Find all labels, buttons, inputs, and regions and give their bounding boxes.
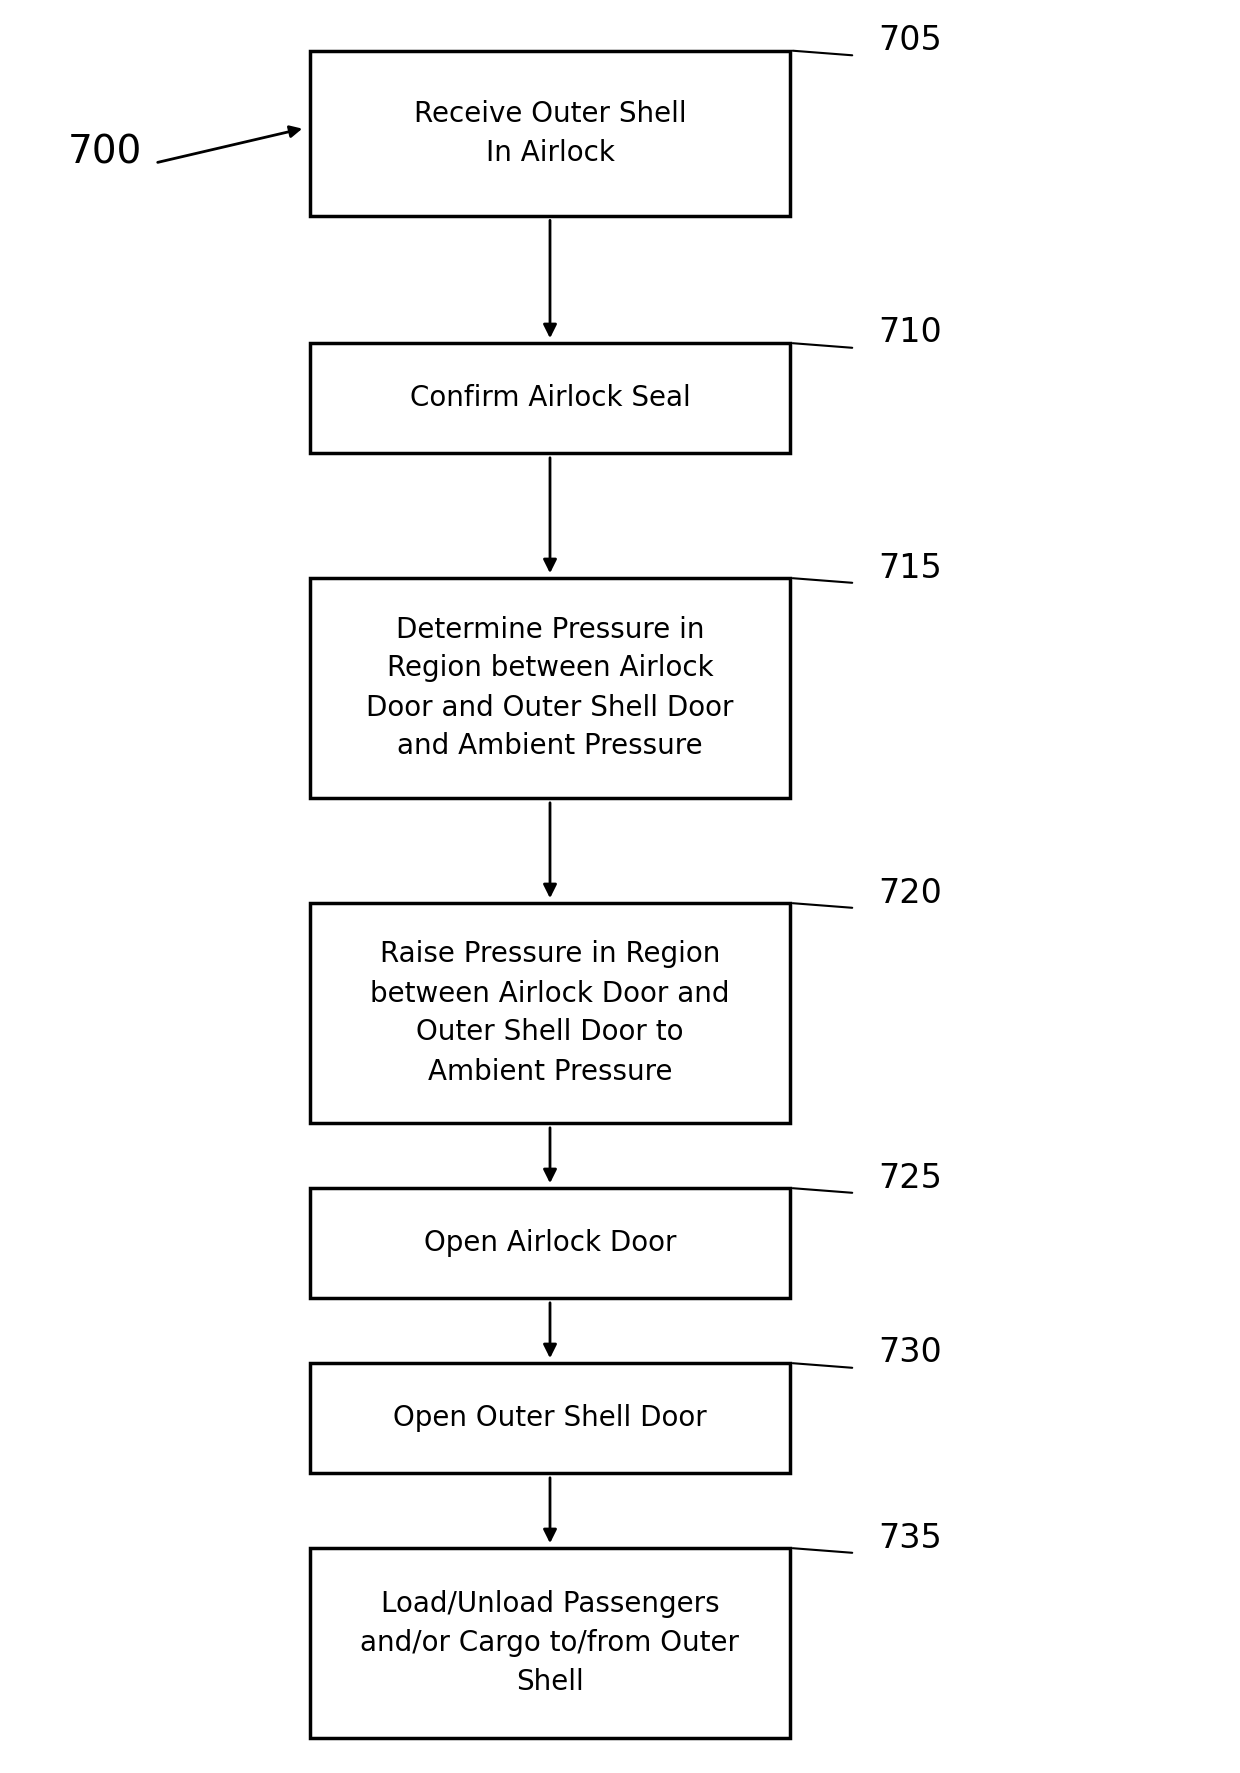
FancyBboxPatch shape [310, 50, 790, 216]
Text: 725: 725 [878, 1161, 942, 1195]
Text: 710: 710 [878, 317, 942, 349]
Text: 735: 735 [878, 1521, 942, 1555]
FancyBboxPatch shape [310, 1363, 790, 1473]
FancyBboxPatch shape [310, 1548, 790, 1738]
Text: Load/Unload Passengers
and/or Cargo to/from Outer
Shell: Load/Unload Passengers and/or Cargo to/f… [361, 1590, 739, 1697]
FancyBboxPatch shape [310, 578, 790, 798]
FancyBboxPatch shape [310, 902, 790, 1122]
Text: 700: 700 [68, 135, 143, 172]
Text: Determine Pressure in
Region between Airlock
Door and Outer Shell Door
and Ambie: Determine Pressure in Region between Air… [366, 615, 734, 761]
Text: Confirm Airlock Seal: Confirm Airlock Seal [409, 385, 691, 411]
Text: Receive Outer Shell
In Airlock: Receive Outer Shell In Airlock [414, 99, 686, 167]
Text: 715: 715 [878, 551, 942, 585]
Text: Open Airlock Door: Open Airlock Door [424, 1229, 676, 1257]
Text: 705: 705 [878, 25, 942, 57]
Text: Raise Pressure in Region
between Airlock Door and
Outer Shell Door to
Ambient Pr: Raise Pressure in Region between Airlock… [371, 940, 730, 1085]
FancyBboxPatch shape [310, 342, 790, 452]
Text: 730: 730 [878, 1337, 942, 1369]
Text: Open Outer Shell Door: Open Outer Shell Door [393, 1404, 707, 1433]
Text: 720: 720 [878, 876, 942, 910]
FancyBboxPatch shape [310, 1188, 790, 1298]
